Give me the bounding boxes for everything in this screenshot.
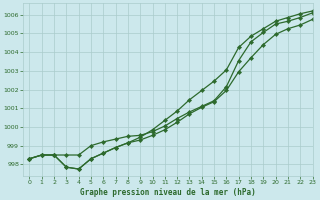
X-axis label: Graphe pression niveau de la mer (hPa): Graphe pression niveau de la mer (hPa) (80, 188, 256, 197)
